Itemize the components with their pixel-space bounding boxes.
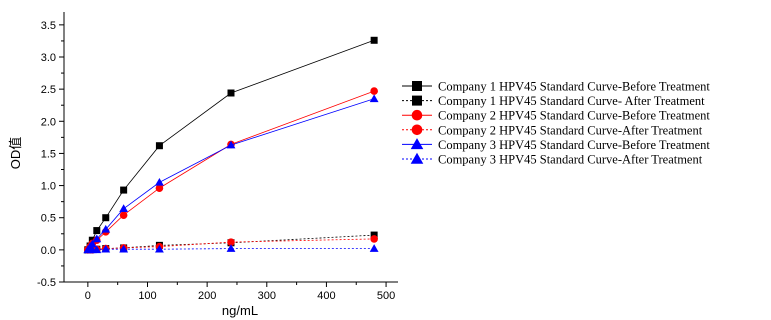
series-line xyxy=(87,98,375,251)
y-tick-label: 3.0 xyxy=(41,52,56,64)
legend-label: Company 1 HPV45 Standard Curve- After Tr… xyxy=(438,94,705,108)
data-point xyxy=(92,234,102,243)
data-point xyxy=(155,142,163,150)
y-tick-label: 1.5 xyxy=(41,148,56,160)
y-tick-label: 3.5 xyxy=(41,20,56,32)
legend-marker xyxy=(411,124,423,136)
data-point xyxy=(102,214,110,222)
data-point xyxy=(155,177,164,186)
legend-marker xyxy=(411,109,423,121)
legend-item-2: Company 1 HPV45 Standard Curve- After Tr… xyxy=(402,94,705,108)
data-point xyxy=(119,211,128,219)
legend-label: Company 3 HPV45 Standard Curve-After Tre… xyxy=(438,153,703,167)
data-point xyxy=(119,204,129,213)
data-point xyxy=(370,235,378,243)
x-tick-label: 200 xyxy=(198,290,216,302)
data-point xyxy=(155,184,164,192)
axes: -0.5 0.0 0.5 1.0 1.5 2.0 2.5 3.0 3.5 0 100 200 300 40… xyxy=(37,12,398,302)
data-point xyxy=(369,94,379,103)
legend: Company 1 HPV45 Standard Curve-Before Tr… xyxy=(402,80,710,167)
data-point xyxy=(370,87,378,95)
legend-marker xyxy=(410,138,424,150)
legend-item-3: Company 2 HPV45 Standard Curve-Before Tr… xyxy=(402,109,710,123)
legend-label: Company 3 HPV45 Standard Curve-Before Tr… xyxy=(438,138,710,152)
data-point xyxy=(155,244,164,253)
series-line xyxy=(87,90,375,251)
y-tick-label: 0.5 xyxy=(41,213,56,225)
legend-label: Company 1 HPV45 Standard Curve-Before Tr… xyxy=(438,80,710,94)
data-point xyxy=(370,231,378,239)
data-point xyxy=(101,224,111,233)
data-point xyxy=(227,238,235,246)
data-point xyxy=(369,244,379,252)
x-tick-label: 100 xyxy=(138,290,156,302)
y-axis-label: OD值 xyxy=(8,137,23,170)
legend-label: Company 2 HPV45 Standard Curve-After Tre… xyxy=(438,123,703,137)
y-tick-label: 2.0 xyxy=(41,116,56,128)
plot-area xyxy=(83,36,379,254)
legend-marker xyxy=(412,81,422,91)
data-point xyxy=(370,36,378,44)
x-tick-label: 400 xyxy=(317,290,335,302)
legend-item-1: Company 1 HPV45 Standard Curve-Before Tr… xyxy=(402,80,710,94)
data-point xyxy=(93,227,101,235)
y-tick-label: 1.0 xyxy=(41,181,56,193)
data-point xyxy=(119,244,129,253)
y-tick-label: 2.5 xyxy=(41,84,56,96)
legend-marker xyxy=(410,152,424,164)
series-5 xyxy=(83,94,379,254)
data-point xyxy=(227,89,235,97)
data-point xyxy=(226,244,236,252)
data-point xyxy=(101,244,111,253)
y-tick-label: -0.5 xyxy=(37,277,56,289)
y-tick-label: 0.0 xyxy=(41,245,56,257)
data-point xyxy=(120,186,128,194)
x-tick-label: 500 xyxy=(377,290,395,302)
x-axis-label: ng/mL xyxy=(222,303,258,318)
legend-marker xyxy=(412,95,422,106)
data-point xyxy=(87,239,97,248)
legend-item-6: Company 3 HPV45 Standard Curve-After Tre… xyxy=(402,153,703,167)
legend-label: Company 2 HPV45 Standard Curve-Before Tr… xyxy=(438,109,710,123)
x-tick-label: 0 xyxy=(85,290,91,302)
legend-item-4: Company 2 HPV45 Standard Curve-After Tre… xyxy=(402,123,703,137)
series-6 xyxy=(83,244,379,254)
x-tick-label: 300 xyxy=(258,290,276,302)
legend-item-5: Company 3 HPV45 Standard Curve-Before Tr… xyxy=(402,138,710,152)
data-point xyxy=(226,140,236,149)
data-point xyxy=(92,245,102,254)
